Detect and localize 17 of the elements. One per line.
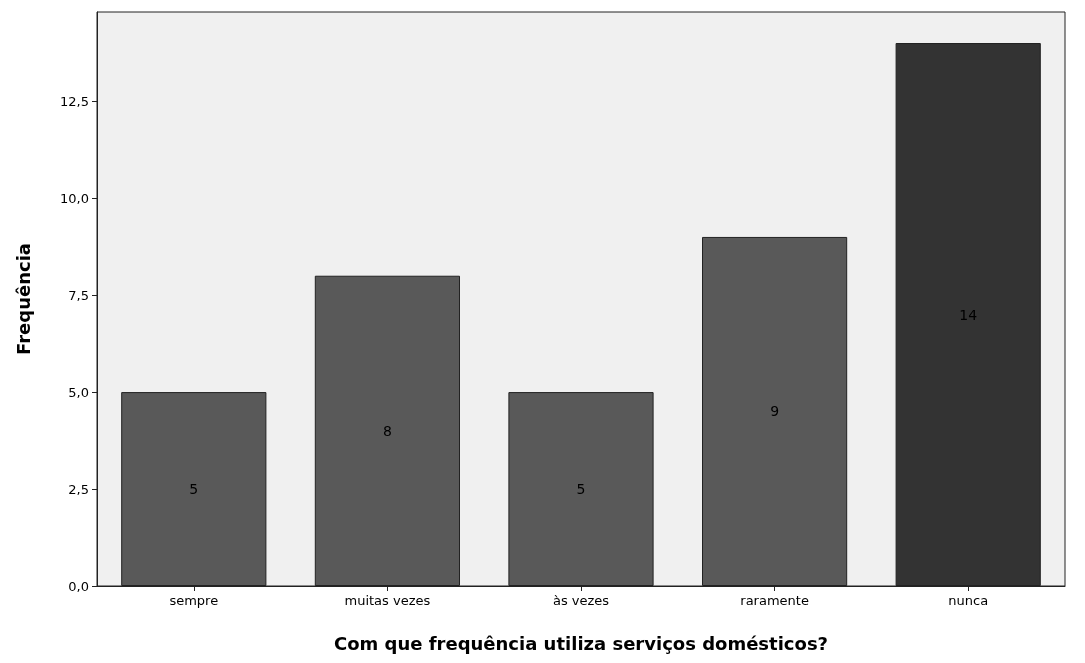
- data-label: 8: [382, 422, 392, 439]
- data-label: 5: [576, 481, 586, 498]
- x-tick-label: às vezes: [552, 593, 610, 608]
- y-tick-label: 7,5: [68, 287, 89, 303]
- x-tick-label: sempre: [169, 593, 219, 608]
- y-axis-title: Frequência: [12, 243, 34, 355]
- data-label: 5: [189, 481, 199, 498]
- y-tick-label: 5,0: [68, 384, 89, 400]
- data-label: 9: [770, 403, 780, 420]
- x-tick-label: muitas vezes: [344, 593, 431, 608]
- y-tick-label: 0,0: [68, 578, 89, 594]
- y-tick-label: 10,0: [60, 190, 89, 206]
- y-tick-label: 12,5: [60, 93, 89, 109]
- y-tick-label: 2,5: [68, 481, 89, 497]
- x-axis-title: Com que frequência utiliza serviços domésticos?: [333, 632, 829, 654]
- x-tick-label: nunca: [948, 593, 989, 608]
- x-tick-label: raramente: [740, 593, 809, 608]
